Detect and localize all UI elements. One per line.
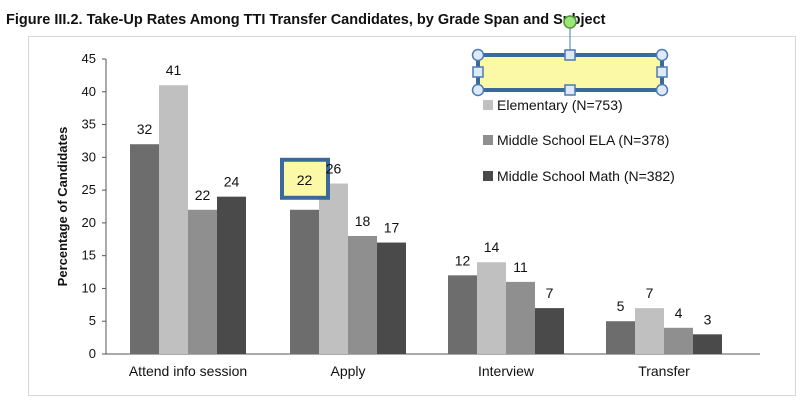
- resize-handle-edge[interactable]: [472, 66, 484, 78]
- chart-frame: [28, 36, 796, 396]
- bar[interactable]: [635, 308, 664, 354]
- data-label: 26: [326, 161, 342, 177]
- y-tick-label: 15: [82, 248, 96, 263]
- bar[interactable]: [290, 209, 319, 354]
- legend-label: Middle School ELA (N=378): [497, 132, 669, 148]
- data-label: 12: [455, 252, 471, 268]
- data-label: 32: [137, 121, 153, 137]
- legend-swatch: [483, 171, 493, 181]
- y-tick-label: 35: [82, 117, 96, 132]
- y-tick-label: 25: [82, 182, 96, 197]
- selected-data-label-box[interactable]: [280, 157, 330, 200]
- data-label: 14: [484, 239, 500, 255]
- bar[interactable]: [377, 242, 406, 354]
- resize-handle-corner[interactable]: [471, 83, 485, 97]
- bar[interactable]: [217, 196, 246, 354]
- resize-handle-corner[interactable]: [471, 48, 485, 62]
- resize-handle-edge[interactable]: [656, 66, 668, 78]
- bar[interactable]: [348, 236, 377, 354]
- bar[interactable]: [506, 281, 535, 354]
- data-label: 3: [704, 311, 712, 327]
- y-tick-label: 30: [82, 149, 96, 164]
- data-label: 5: [617, 298, 625, 314]
- data-label: 17: [384, 220, 400, 236]
- bar[interactable]: [319, 183, 348, 354]
- bar[interactable]: [130, 144, 159, 354]
- bars-group: [130, 85, 722, 354]
- y-axis-title: Percentage of Candidates: [55, 127, 70, 287]
- resize-handle-corner[interactable]: [655, 83, 669, 97]
- data-label: 22: [195, 187, 211, 203]
- data-label: 24: [224, 174, 240, 190]
- resize-handle-edge[interactable]: [564, 49, 576, 61]
- data-label: 7: [646, 285, 654, 301]
- bar[interactable]: [188, 209, 217, 354]
- bar[interactable]: [535, 308, 564, 354]
- resize-handle-corner[interactable]: [655, 48, 669, 62]
- data-label: 11: [513, 259, 528, 275]
- resize-handle-edge[interactable]: [564, 84, 576, 96]
- bar[interactable]: [477, 262, 506, 354]
- y-tick-label: 20: [82, 215, 96, 230]
- x-tick-label: Apply: [330, 363, 365, 379]
- selection-overlay[interactable]: [471, 15, 669, 97]
- chart-title: Figure III.2. Take-Up Rates Among TTI Tr…: [6, 12, 606, 28]
- data-labels-group: 32 41 22 24 22 26 18 17 12 14 11 7 5 7 4 3: [137, 62, 712, 327]
- x-tick-label: Attend info session: [129, 363, 247, 379]
- y-tick-label: 10: [82, 280, 96, 295]
- legend-label: Elementary (N=753): [497, 97, 623, 113]
- y-tick-label: 0: [89, 346, 96, 361]
- x-tick-label: Transfer: [638, 363, 690, 379]
- data-label: 4: [675, 305, 683, 321]
- data-label: 41: [166, 62, 182, 78]
- legend-swatch: [483, 100, 493, 110]
- rotate-handle[interactable]: [563, 15, 577, 29]
- data-label: 7: [546, 285, 554, 301]
- data-label: 22: [297, 172, 313, 188]
- data-label: 18: [355, 213, 371, 229]
- y-tick-label: 45: [82, 51, 96, 66]
- legend-swatch: [483, 135, 493, 145]
- x-tick-label: Interview: [478, 363, 535, 379]
- bar[interactable]: [159, 85, 188, 354]
- bar[interactable]: [664, 327, 693, 354]
- legend-label: Middle School Math (N=382): [497, 168, 675, 184]
- y-tick-label: 5: [89, 313, 96, 328]
- y-tick-label: 40: [82, 84, 96, 99]
- bar[interactable]: [693, 334, 722, 354]
- bar[interactable]: [448, 275, 477, 354]
- bar[interactable]: [606, 321, 635, 354]
